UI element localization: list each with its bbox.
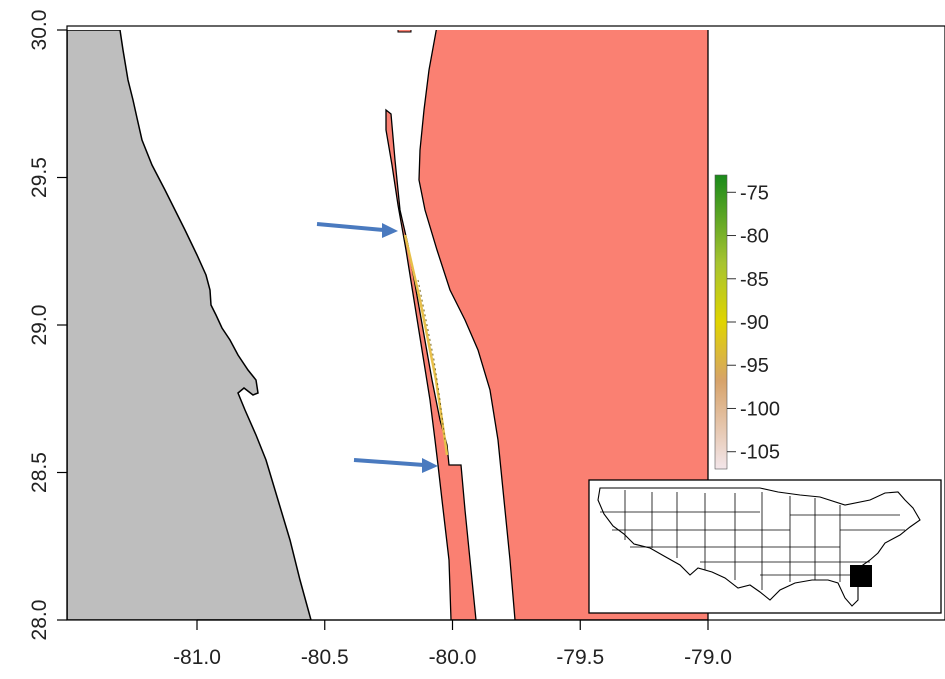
land-area (67, 30, 312, 620)
x-tick-label: -80.0 (429, 646, 477, 669)
y-tick-label: 28.5 (28, 452, 51, 493)
inset-map (588, 479, 942, 614)
arrow-upper (316, 222, 398, 238)
offshore-zone (418, 30, 709, 620)
y-axis: 28.0 28.5 29.0 29.5 30.0 (28, 10, 68, 641)
highlight-line (403, 234, 449, 456)
y-tick-label: 30.0 (28, 10, 51, 51)
legend-tick-label: -95 (740, 355, 769, 377)
x-tick-label: -79.0 (684, 646, 732, 669)
legend-tick-label: -90 (740, 312, 769, 334)
arrow-lower (353, 458, 438, 473)
x-axis: -81.0 -80.5 -80.0 -79.5 -79.0 (173, 619, 732, 669)
y-tick-label: 28.0 (28, 600, 51, 641)
legend-tick-label: -75 (740, 182, 769, 204)
x-tick-label: -81.0 (173, 646, 221, 669)
legend-tick-label: -80 (740, 226, 769, 248)
y-tick-label: 29.0 (28, 305, 51, 346)
highlight-line-dots (417, 279, 446, 441)
state-lines (600, 490, 905, 590)
study-area-marker (850, 565, 872, 587)
y-tick-label: 29.5 (28, 157, 51, 198)
top-notch (397, 30, 412, 33)
x-tick-label: -80.5 (301, 646, 349, 669)
legend-tick-label: -85 (740, 269, 769, 291)
legend-tick-label: -100 (740, 398, 780, 420)
legend-tick-label: -105 (740, 442, 780, 464)
x-tick-label: -79.5 (556, 646, 604, 669)
legend-ticks: -75 -80 -85 -90 -95 -100 -105 (727, 182, 780, 464)
legend-colorbar (714, 174, 728, 470)
